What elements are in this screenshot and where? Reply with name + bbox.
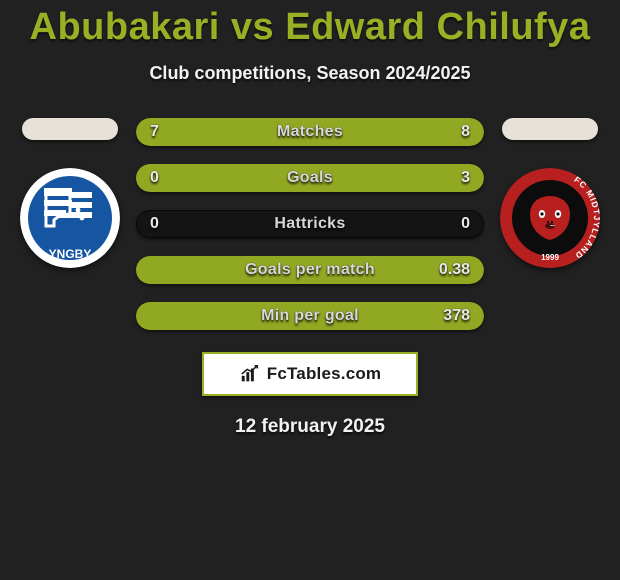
root: Abubakari vs Edward Chilufya Club compet… [0, 0, 620, 438]
svg-text:YNGBY: YNGBY [49, 247, 92, 261]
stat-value-left: 0 [150, 215, 159, 233]
brand-text: FcTables.com [267, 364, 382, 384]
stat-value-right: 0.38 [439, 261, 470, 279]
stat-value-left: 7 [150, 123, 159, 141]
date-text: 12 february 2025 [0, 416, 620, 438]
lyngby-crest-icon: YNGBY [20, 168, 120, 268]
stat-bar: 0 3 Goals [136, 164, 484, 192]
stat-label: Goals per match [245, 261, 375, 279]
content-row: YNGBY 7 8 Matches 0 3 Goals [0, 112, 620, 330]
stat-bar: 7 8 Matches [136, 118, 484, 146]
midtjylland-crest-icon: FC MIDTJYLLAND 1999 [500, 168, 600, 268]
stat-label: Matches [277, 123, 343, 141]
stat-bars: 7 8 Matches 0 3 Goals 0 0 Hattricks 0.38 Goals per… [136, 112, 484, 330]
svg-text:1999: 1999 [541, 253, 559, 262]
page-title: Abubakari vs Edward Chilufya [0, 6, 620, 49]
stat-bar: 0.38 Goals per match [136, 256, 484, 284]
stat-bar: 0 0 Hattricks [136, 210, 484, 238]
bar-chart-icon [239, 363, 261, 385]
left-player-pill [22, 118, 118, 140]
stat-value-right: 8 [461, 123, 470, 141]
right-player-pill [502, 118, 598, 140]
stat-value-right: 378 [443, 307, 470, 325]
stat-value-right: 3 [461, 169, 470, 187]
stat-label: Min per goal [261, 307, 359, 325]
stat-fill-left [136, 118, 299, 146]
right-column: FC MIDTJYLLAND 1999 [490, 112, 610, 268]
brand-box[interactable]: FcTables.com [202, 352, 418, 396]
subtitle: Club competitions, Season 2024/2025 [0, 63, 620, 84]
left-column: YNGBY [10, 112, 130, 268]
stat-bar: 378 Min per goal [136, 302, 484, 330]
left-team-crest: YNGBY [20, 168, 120, 268]
stat-value-right: 0 [461, 215, 470, 233]
stat-value-left: 0 [150, 169, 159, 187]
stat-label: Goals [287, 169, 333, 187]
right-team-crest: FC MIDTJYLLAND 1999 [500, 168, 600, 268]
stat-label: Hattricks [274, 215, 345, 233]
